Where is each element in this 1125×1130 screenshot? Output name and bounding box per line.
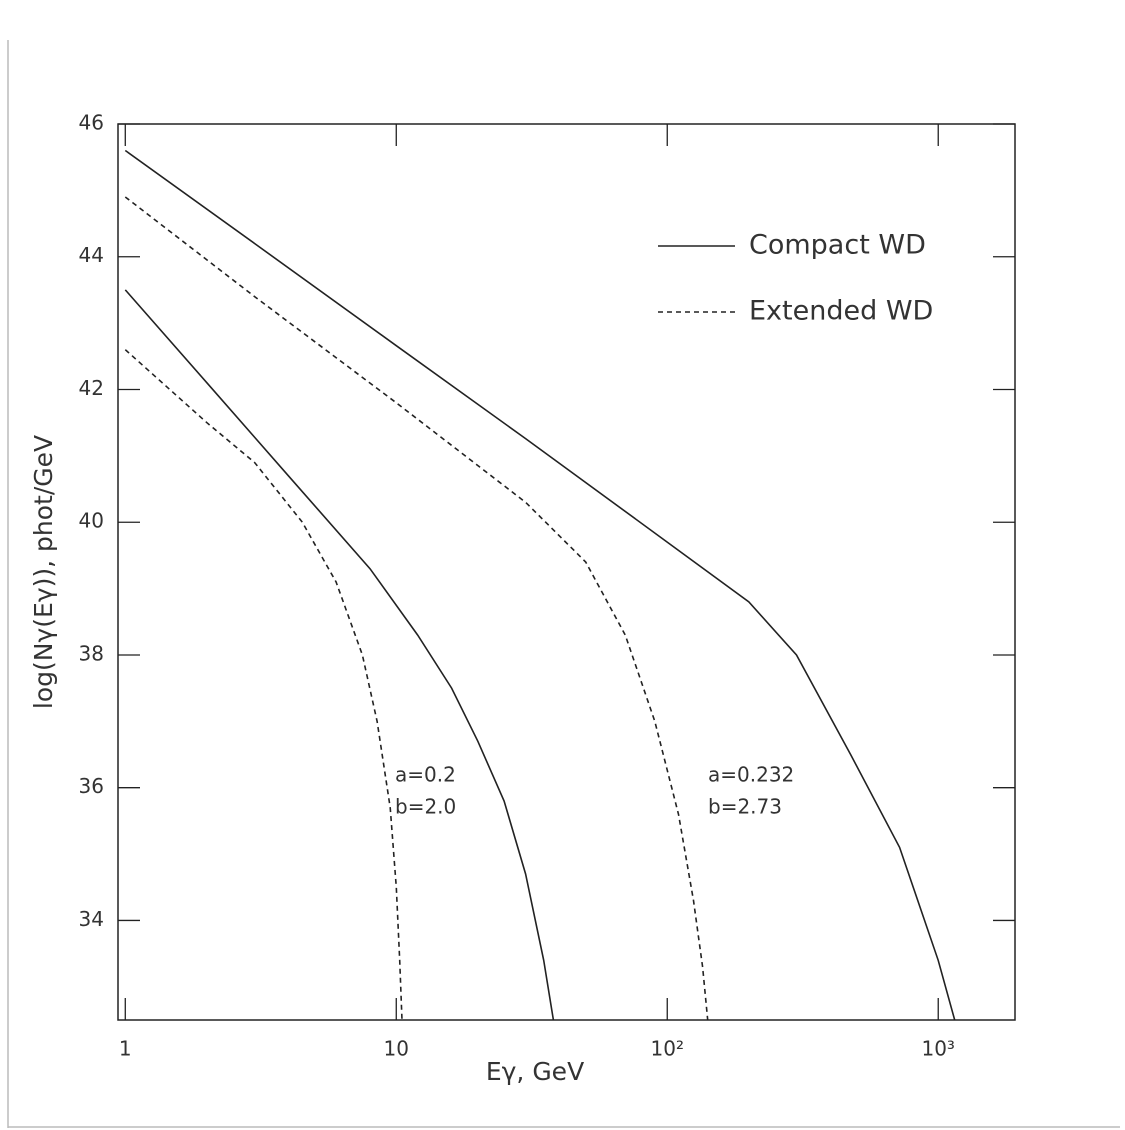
annotation: b=2.0 <box>395 795 456 819</box>
annotation: a=0.2 <box>395 763 456 787</box>
y-tick-label: 38 <box>79 641 104 665</box>
series-line <box>124 196 709 1021</box>
y-tick-label: 42 <box>79 376 104 400</box>
x-tick-label: 10 <box>384 1037 409 1061</box>
y-tick-label: 40 <box>79 509 104 533</box>
y-axis-label: log(Nγ(Eγ)), phot/GeV <box>29 435 58 709</box>
x-tick-label: 10² <box>651 1037 684 1061</box>
legend-label: Extended WD <box>749 296 933 327</box>
y-tick-label: 46 <box>79 111 104 135</box>
x-axis-label: Eγ, GeV <box>486 1057 584 1086</box>
series-line <box>124 349 403 1021</box>
series-line <box>124 149 956 1021</box>
y-tick-label: 36 <box>79 774 104 798</box>
y-tick-label: 44 <box>79 243 104 267</box>
legend-label: Compact WD <box>749 230 926 261</box>
x-tick-label: 1 <box>119 1037 132 1061</box>
annotation: b=2.73 <box>708 795 782 819</box>
x-tick-label: 10³ <box>921 1037 954 1061</box>
annotation: a=0.232 <box>708 763 794 787</box>
y-tick-label: 34 <box>79 907 104 931</box>
series-line <box>124 289 555 1021</box>
plot-frame <box>117 123 1016 1021</box>
